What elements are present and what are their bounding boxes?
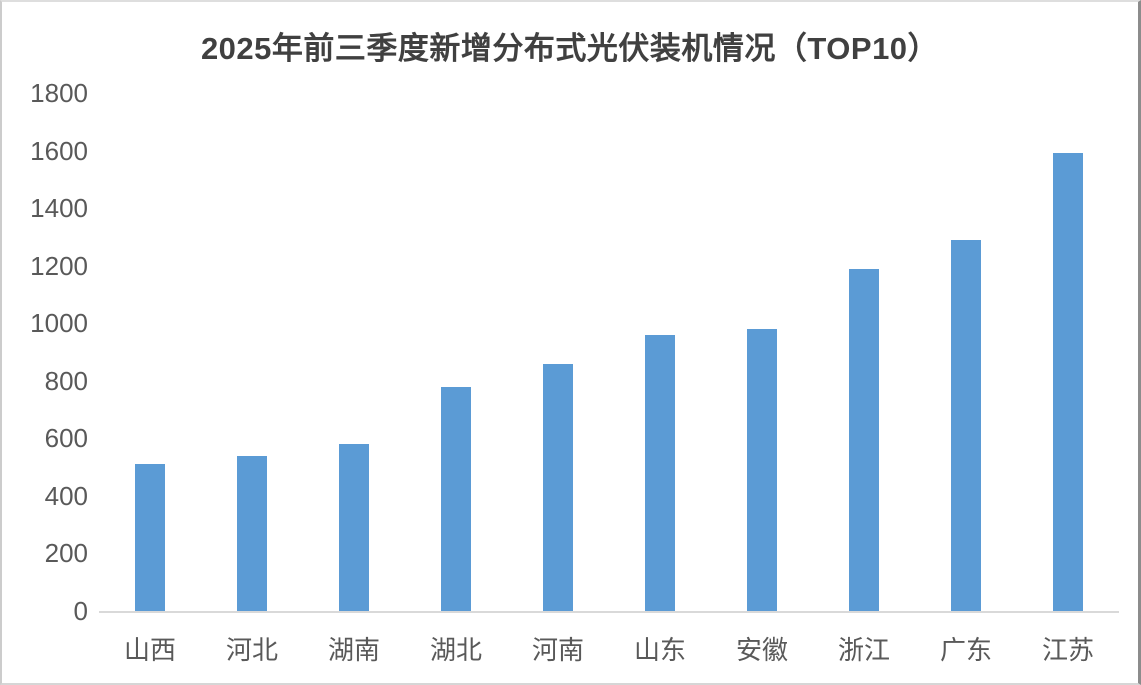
y-tick-label: 200	[44, 538, 88, 569]
chart-title: 2025年前三季度新增分布式光伏装机情况（TOP10）	[200, 31, 940, 66]
x-tick-label: 河南	[531, 635, 584, 665]
y-tick-label: 1600	[30, 135, 88, 166]
x-tick-label: 广东	[939, 635, 992, 665]
x-tick-label: 浙江	[837, 635, 890, 665]
bar	[849, 268, 879, 611]
x-tick-label: 山东	[633, 635, 686, 665]
x-tick-label: 安徽	[735, 635, 788, 665]
y-tick-label: 600	[44, 423, 88, 454]
y-tick-label: 1800	[30, 78, 88, 108]
y-tick-label: 800	[44, 365, 88, 396]
bar	[441, 386, 471, 611]
y-tick-label: 0	[73, 596, 88, 626]
bar	[645, 334, 675, 611]
bar	[339, 444, 369, 611]
bar	[543, 363, 573, 611]
bar	[951, 239, 981, 611]
x-axis-line	[99, 611, 1119, 613]
y-tick-label: 1200	[30, 250, 88, 281]
bar	[135, 464, 165, 611]
x-tick-label: 河北	[225, 635, 278, 665]
x-tick-label: 江苏	[1041, 635, 1094, 665]
x-tick-label: 山西	[123, 635, 176, 665]
y-tick-label: 1000	[30, 308, 88, 339]
y-tick-label: 1400	[30, 193, 88, 224]
x-tick-label: 湖北	[429, 635, 482, 665]
y-tick-label: 400	[44, 480, 88, 511]
bar	[1053, 153, 1083, 611]
bar	[237, 455, 267, 611]
x-tick-label: 湖南	[327, 635, 380, 665]
bar	[747, 328, 777, 611]
